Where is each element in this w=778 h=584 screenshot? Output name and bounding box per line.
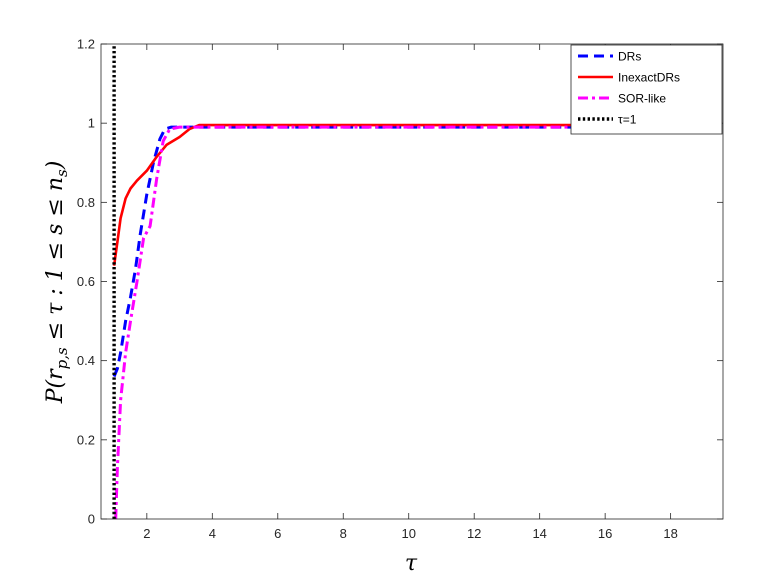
- series-line-0: [112, 125, 717, 378]
- y-tick-label: 0.4: [77, 353, 95, 368]
- x-tick-label: 6: [274, 526, 281, 541]
- x-tick-label: 4: [209, 526, 216, 541]
- y-tick-label: 1.2: [77, 37, 95, 52]
- x-tick-label: 16: [598, 526, 612, 541]
- series-group: [112, 44, 717, 519]
- x-tick-label: 10: [401, 526, 415, 541]
- y-label-n: n: [43, 177, 68, 191]
- y-label-p: P(: [43, 379, 68, 404]
- x-tick-label: 2: [143, 526, 150, 541]
- x-tick-label: 12: [467, 526, 481, 541]
- y-label-mid: ≤ τ : 1 ≤ s ≤: [43, 191, 68, 347]
- y-label-n-sub: s: [53, 169, 71, 177]
- y-tick-label: 0.2: [77, 432, 95, 447]
- series-line-1: [112, 123, 717, 266]
- y-tick-label: 0: [88, 512, 95, 527]
- y-tick-label: 0.8: [77, 195, 95, 210]
- legend-label-0: DRs: [618, 50, 641, 64]
- y-tick-label: 0.6: [77, 274, 95, 289]
- y-tick-label: 1: [88, 116, 95, 131]
- legend-label-1: InexactDRs: [618, 71, 680, 85]
- y-label-r: r: [43, 368, 68, 380]
- y-axis-label: P(rp,s ≤ τ : 1 ≤ s ≤ ns): [43, 161, 71, 405]
- legend-box: [570, 44, 723, 135]
- plot-area: [112, 44, 717, 519]
- y-label-r-sub: p,s: [53, 347, 71, 369]
- series-line-2: [114, 125, 717, 519]
- legend-label-2: SOR-like: [618, 92, 666, 106]
- y-label-close: ): [43, 161, 68, 171]
- x-tick-label: 14: [532, 526, 546, 541]
- x-tick-label: 18: [663, 526, 677, 541]
- axes: 2 4 6 8 10 12 14 16 18 0 0.2 0.4 0.6 0.8 1 1.2: [77, 37, 724, 541]
- legend: DRs InexactDRs SOR-like τ=1: [570, 44, 723, 135]
- x-tick-label: 8: [340, 526, 347, 541]
- legend-label-3: τ=1: [618, 113, 637, 127]
- x-axis-label: τ: [405, 551, 418, 576]
